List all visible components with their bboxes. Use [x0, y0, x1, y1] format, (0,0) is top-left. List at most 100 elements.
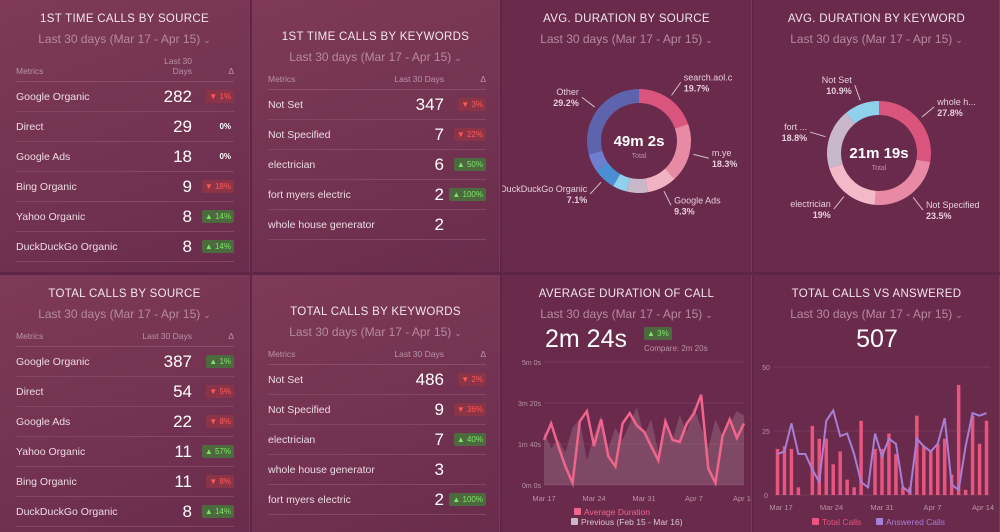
tile-total-keywords: TOTAL CALLS BY KEYWORDS Last 30 days (Ma… [252, 275, 500, 532]
leader-line [854, 85, 861, 101]
x-tick-label: Apr 7 [924, 503, 942, 512]
slice-label: fort ... [784, 122, 807, 132]
tile-first-keywords: 1ST TIME CALLS BY KEYWORDS Last 30 days … [252, 0, 500, 272]
metric-value: 486 [388, 364, 444, 395]
donut-slice [613, 173, 631, 192]
delta-badge-up: ▲ 14% [201, 210, 234, 223]
leader-line [589, 181, 602, 195]
tile-title: 1ST TIME CALLS BY KEYWORDS [281, 31, 470, 43]
col-metrics: Metrics [16, 331, 135, 347]
metric-value: 2 [388, 179, 444, 210]
bar [942, 438, 947, 495]
col-delta: Δ [192, 331, 234, 347]
table-row[interactable]: fort myers electric 2 ▲ 100% [268, 484, 486, 515]
col-period: Last 30 Days [388, 349, 444, 365]
tile-avg-call: AVERAGE DURATION OF CALL Last 30 days (M… [502, 275, 752, 532]
date-range-dropdown[interactable]: Last 30 days (Mar 17 - Apr 15) ⌄ [38, 32, 211, 46]
date-range-dropdown[interactable]: Last 30 days (Mar 17 - Apr 15) ⌄ [38, 307, 211, 321]
tile-title: TOTAL CALLS BY SOURCE [48, 288, 201, 300]
metric-name: DuckDuckGo Organic [16, 496, 135, 527]
table-row[interactable]: electrician 6 ▲ 50% [268, 149, 486, 180]
tile-title: TOTAL CALLS BY KEYWORDS [290, 306, 461, 318]
table-row[interactable]: electrician 7 ▲ 40% [268, 424, 486, 455]
bar [873, 448, 877, 495]
delta-badge-down: ▼ 5% [206, 385, 234, 398]
legend-checkbox [876, 518, 883, 525]
bar [880, 448, 884, 495]
x-tick-label: Mar 24 [582, 494, 605, 503]
tile-total-vs-answered: TOTAL CALLS VS ANSWERED Last 30 days (Ma… [754, 275, 1000, 532]
table-row[interactable]: fort myers electric 2 ▲ 100% [268, 179, 486, 210]
metric-value: 3 [388, 454, 444, 485]
slice-percent: 23.5% [926, 211, 952, 221]
tile-title: AVG. DURATION BY KEYWORD [787, 13, 966, 25]
tile-avg-keyword: AVG. DURATION BY KEYWORD Last 30 days (M… [754, 0, 1000, 272]
date-range-dropdown[interactable]: Last 30 days (Mar 17 - Apr 15) ⌄ [790, 307, 963, 321]
date-range-dropdown[interactable]: Last 30 days (Mar 17 - Apr 15) ⌄ [790, 32, 963, 46]
bar [852, 487, 856, 495]
delta-badge-up: ▲ 1% [206, 355, 234, 368]
slice-label: electrician [790, 199, 831, 209]
metrics-table: Metrics Last 30 Days Δ Google Organic 387 ▲ 1… [16, 331, 234, 527]
metric-name: Google Ads [16, 141, 154, 172]
table-row[interactable]: Google Ads 18 0% [16, 141, 234, 172]
table-row[interactable]: Direct 54 ▼ 5% [16, 376, 234, 407]
y-tick-label: 0m 0s [522, 483, 542, 490]
metric-value: 8 [134, 496, 192, 527]
table-row[interactable]: whole house generator 3 [268, 454, 486, 485]
legend-label: Answered Calls [886, 517, 945, 527]
donut-slice [827, 112, 855, 169]
table-row[interactable]: Google Organic 387 ▲ 1% [16, 346, 234, 377]
bar [922, 446, 926, 495]
date-range-dropdown[interactable]: Last 30 days (Mar 17 - Apr 15) ⌄ [289, 325, 462, 339]
legend-label: Average Duration [584, 507, 650, 517]
donut-slice [626, 177, 648, 194]
table-row[interactable]: Bing Organic 11 ▼ 8% [16, 466, 234, 497]
table-row[interactable]: Bing Organic 9 ▼ 18% [16, 171, 234, 202]
bar [887, 433, 891, 495]
table-row[interactable]: Not Set 486 ▼ 2% [268, 364, 486, 395]
table-row[interactable]: whole house generator 2 [268, 209, 486, 240]
date-range-dropdown[interactable]: Last 30 days (Mar 17 - Apr 15) ⌄ [540, 307, 713, 321]
delta-badge-down: ▼ 8% [206, 475, 234, 488]
table-row[interactable]: Not Specified 7 ▼ 22% [268, 119, 486, 150]
slice-label: Other [556, 87, 579, 97]
series-line-answered [777, 408, 987, 495]
metric-value: 29 [153, 111, 192, 142]
metric-name: fort myers electric [268, 484, 389, 515]
tile-title: 1ST TIME CALLS BY SOURCE [40, 13, 209, 25]
table-row[interactable]: Google Ads 22 ▼ 8% [16, 406, 234, 437]
slice-percent: 9.3% [674, 206, 695, 216]
slice-label: Not Specified [926, 200, 980, 210]
donut-slice [588, 150, 608, 171]
delta-badge: 0% [219, 122, 231, 131]
delta-badge-up: ▲ 14% [201, 240, 234, 253]
table-row[interactable]: Not Set 347 ▼ 3% [268, 89, 486, 120]
slice-percent: 27.8% [937, 108, 963, 118]
tile-total-source: TOTAL CALLS BY SOURCE Last 30 days (Mar … [0, 275, 250, 532]
y-tick-label: 3m 20s [518, 401, 541, 408]
slice-label: whole h... [936, 97, 976, 107]
delta-badge-up: ▲ 100% [449, 188, 486, 201]
bar [963, 489, 968, 495]
legend-checkbox [812, 518, 819, 525]
table-row[interactable]: Yahoo Organic 11 ▲ 57% [16, 436, 234, 467]
table-row[interactable]: Not Specified 9 ▼ 36% [268, 394, 486, 425]
leader-line [912, 197, 924, 211]
table-row[interactable]: Direct 29 0% [16, 111, 234, 142]
col-delta: Δ [444, 74, 486, 90]
x-tick-label: Mar 17 [532, 494, 555, 503]
bar [894, 454, 898, 495]
bar [977, 443, 982, 495]
table-row[interactable]: DuckDuckGo Organic 8 ▲ 14% [16, 496, 234, 527]
date-range-dropdown[interactable]: Last 30 days (Mar 17 - Apr 15) ⌄ [289, 50, 462, 64]
series-area-previous [544, 407, 744, 485]
tile-title: AVERAGE DURATION OF CALL [538, 288, 715, 300]
delta-badge-up: ▲ 14% [201, 505, 234, 518]
date-range-dropdown[interactable]: Last 30 days (Mar 17 - Apr 15) ⌄ [540, 32, 713, 46]
table-row[interactable]: Google Organic 282 ▼ 1% [16, 81, 234, 112]
table-row[interactable]: DuckDuckGo Organic 8 ▲ 14% [16, 231, 234, 262]
table-row[interactable]: Yahoo Organic 8 ▲ 14% [16, 201, 234, 232]
legend-checkbox [574, 508, 581, 515]
